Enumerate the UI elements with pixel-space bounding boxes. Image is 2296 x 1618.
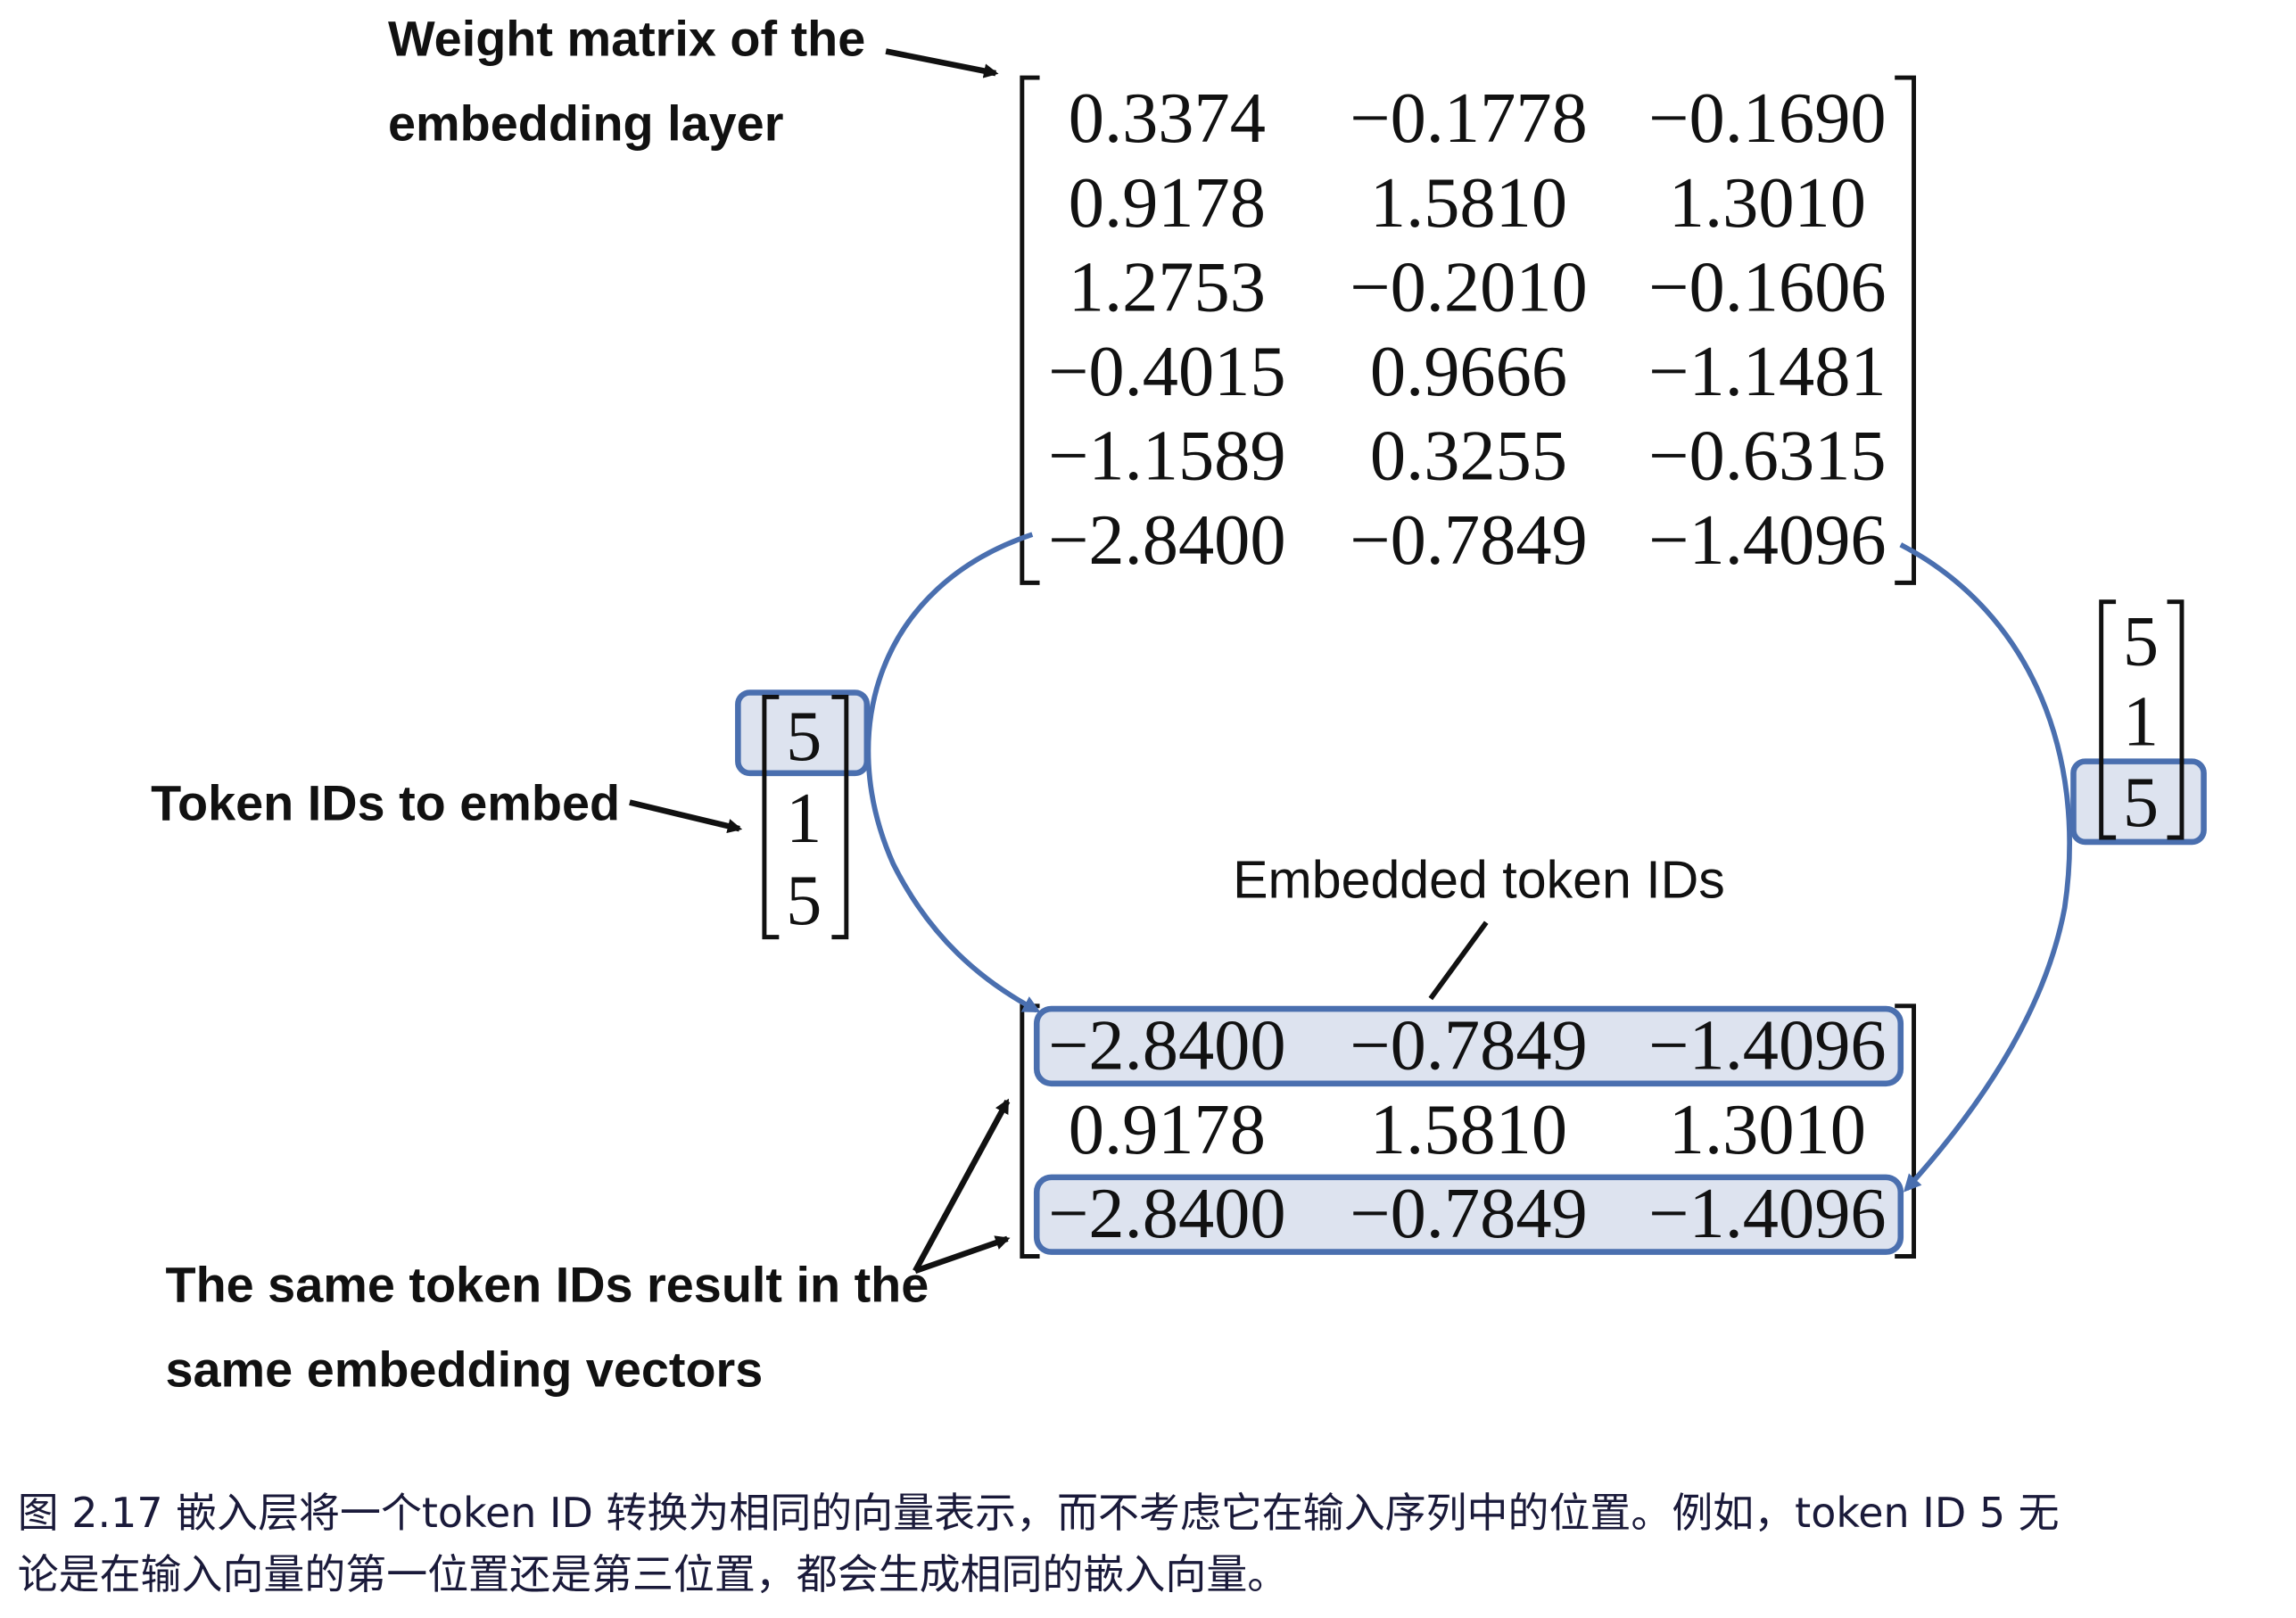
- token-vector-left-bracket: [762, 694, 780, 940]
- weight-matrix-left-bracket: [1020, 75, 1040, 585]
- matrix-cell: 1.2753: [1069, 247, 1266, 326]
- token-vector-2-left-bracket: [2099, 599, 2117, 840]
- token-vector-repeat: 515: [2123, 601, 2159, 842]
- token-id: 1: [786, 779, 822, 858]
- matrix-cell: −0.2010: [1350, 247, 1588, 326]
- figure-caption-2: 论是在输入向量的第一位置还是第三位置，都会生成相同的嵌入向量。: [18, 1550, 1289, 1598]
- matrix-cell: −0.4015: [1048, 332, 1286, 411]
- matrix-cell: −2.8400: [1048, 500, 1286, 580]
- token-highlight-third: [2070, 758, 2207, 846]
- embedded-matrix-right-bracket: [1895, 1003, 1917, 1259]
- weight-matrix-arrow: [885, 48, 999, 78]
- matrix-cell: −1.4096: [1648, 500, 1887, 580]
- matrix-cell: −0.1606: [1648, 247, 1887, 326]
- matrix-cell: −0.7849: [1350, 500, 1588, 580]
- token-id: 1: [2123, 682, 2159, 762]
- token-id: 5: [2123, 601, 2159, 681]
- token-ids-arrow: [629, 799, 743, 834]
- matrix-cell: 0.9178: [1069, 163, 1266, 243]
- embedded-cell: 0.9178: [1069, 1090, 1266, 1169]
- embedded-cell: −1.4096: [1648, 1174, 1887, 1253]
- matrix-cell: −0.1778: [1350, 78, 1588, 158]
- lookup-curve-first: [865, 532, 1041, 1013]
- same-arrow-down: [913, 1235, 1011, 1275]
- token-id: 5: [786, 861, 822, 940]
- matrix-cell: −0.6315: [1648, 416, 1887, 495]
- same-arrow-up: [913, 1098, 1011, 1273]
- token-id: 5: [786, 697, 822, 776]
- matrix-cell: 0.3255: [1370, 416, 1567, 495]
- same-vectors-label: The same token IDs result in the: [165, 1256, 929, 1312]
- embedded-cell: −1.4096: [1648, 1005, 1887, 1085]
- token-ids-label: Token IDs to embed: [151, 774, 620, 830]
- matrix-cell: −0.1690: [1648, 78, 1887, 158]
- matrix-cell: 0.9666: [1370, 332, 1567, 411]
- same-vectors-label-2: same embedding vectors: [165, 1341, 763, 1398]
- embedded-cell: −2.8400: [1048, 1005, 1286, 1085]
- embedded-cell: 1.5810: [1370, 1090, 1567, 1169]
- lookup-curve-third: [1899, 542, 2072, 1193]
- embedded-row-highlight-3: [1033, 1174, 1904, 1255]
- embedded-row-highlight-1: [1033, 1005, 1904, 1087]
- token-id: 5: [2123, 763, 2159, 842]
- weight-matrix-label-2: embedding layer: [388, 95, 783, 152]
- matrix-cell: 1.3010: [1669, 163, 1866, 243]
- weight-matrix-label: Weight matrix of the: [388, 10, 865, 66]
- figure-caption: 图 2.17 嵌入层将一个token ID 转换为相同的向量表示，而不考虑它在输…: [18, 1489, 2060, 1537]
- embedded-cell: −0.7849: [1350, 1005, 1588, 1085]
- embedded-cell: −0.7849: [1350, 1174, 1588, 1253]
- token-vector: 515: [786, 697, 822, 940]
- matrix-cell: 1.5810: [1370, 163, 1567, 243]
- matrix-cell: 0.3374: [1069, 78, 1266, 158]
- weight-matrix: 0.3374 −0.1778 −0.1690 0.9178 1.5810 1.3010 1.…: [1048, 78, 1887, 580]
- embedded-token-ids-label: Embedded token IDs: [1233, 850, 1725, 909]
- embedded-cell: 1.3010: [1669, 1090, 1866, 1169]
- matrix-cell: −1.1589: [1048, 416, 1286, 495]
- embedded-pointer-line: [1428, 920, 1489, 1001]
- matrix-cell: −1.1481: [1648, 332, 1887, 411]
- embedded-cell: −2.8400: [1048, 1174, 1286, 1253]
- weight-matrix-right-bracket: [1895, 75, 1917, 585]
- token-vector-2-right-bracket: [2167, 599, 2185, 840]
- token-vector-right-bracket: [831, 694, 849, 940]
